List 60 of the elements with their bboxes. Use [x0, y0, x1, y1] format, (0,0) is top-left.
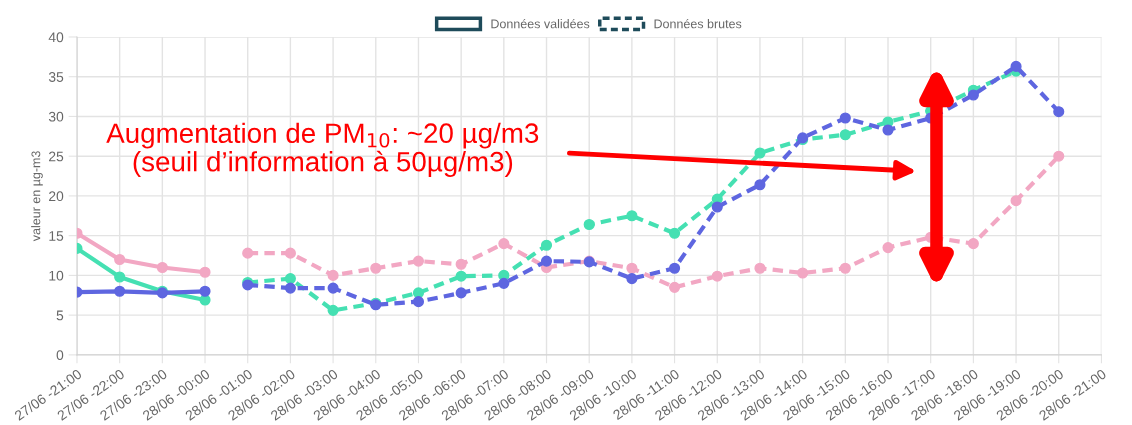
point [327, 304, 339, 316]
point [1053, 106, 1065, 118]
point [754, 147, 766, 159]
point [967, 238, 979, 250]
point [455, 270, 467, 282]
point [114, 253, 126, 266]
point [540, 239, 553, 251]
point [882, 124, 894, 136]
y-tick-label: 10 [49, 270, 64, 281]
point [370, 262, 382, 274]
y-tick-label: 5 [56, 310, 64, 321]
point [754, 262, 766, 274]
annotation: Augmentation de PM$_{10}$: ~20 µg/m3 (seuil d’information à 50µg/m3) [106, 122, 539, 178]
point [199, 266, 211, 278]
point [455, 287, 467, 299]
point [156, 261, 168, 274]
point [284, 273, 296, 285]
point [284, 247, 296, 259]
y-tick-label: 30 [48, 111, 64, 122]
point [626, 273, 638, 285]
point [754, 179, 766, 191]
y-tick-label: 0 [56, 350, 64, 361]
point [839, 112, 851, 124]
point [839, 129, 851, 141]
y-tick-label: 25 [49, 151, 64, 162]
legend-label: Données validées [491, 18, 590, 29]
point [967, 89, 979, 101]
point [498, 238, 510, 250]
point [412, 296, 425, 308]
point [797, 267, 809, 279]
point [1010, 60, 1022, 72]
point [711, 201, 723, 213]
point [242, 247, 254, 259]
point [498, 277, 510, 289]
point [626, 210, 638, 222]
point [669, 227, 681, 239]
point [540, 255, 553, 267]
point [839, 262, 851, 274]
point [1053, 150, 1065, 162]
point [284, 282, 296, 294]
point [711, 270, 723, 282]
y-tick-label: 40 [48, 32, 64, 43]
y-tick-label: 35 [48, 72, 64, 82]
y-tick-label: 20 [49, 191, 64, 202]
legend-label: Données brutes [654, 18, 742, 29]
point [669, 262, 681, 274]
point [669, 281, 681, 293]
point [455, 258, 467, 270]
point [1010, 195, 1022, 207]
point [882, 242, 894, 254]
point [583, 218, 595, 231]
point [199, 285, 211, 297]
point [327, 282, 339, 294]
point [114, 285, 126, 297]
point [412, 255, 425, 267]
y-axis-title: valeur en µg-m3 [31, 151, 43, 242]
point [626, 262, 638, 274]
point [327, 269, 339, 281]
point [114, 271, 126, 283]
y-tick-label: 15 [49, 231, 64, 241]
